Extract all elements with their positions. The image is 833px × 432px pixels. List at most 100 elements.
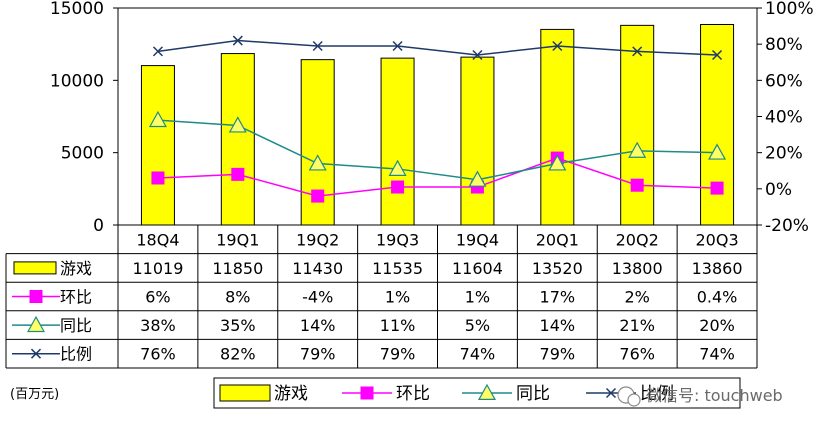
point-同比	[308, 154, 327, 171]
point-环比	[151, 171, 165, 185]
table-row-label: 同比	[60, 316, 92, 335]
bar	[620, 24, 655, 226]
point-环比	[630, 178, 644, 192]
data-label: 11850	[212, 259, 263, 278]
point-比例	[392, 40, 403, 52]
data-label: 20%	[699, 316, 735, 335]
category-label: 20Q3	[695, 230, 738, 249]
data-label: 13520	[532, 259, 583, 278]
left-axis-tick-label: 10000	[50, 71, 104, 91]
point-环比	[710, 181, 724, 195]
watermark-text: 微信号: touchweb	[646, 386, 783, 405]
point-同比	[708, 143, 727, 160]
bar	[220, 53, 255, 226]
bar	[380, 57, 415, 226]
data-label: 38%	[140, 316, 176, 335]
data-label: 76%	[619, 345, 655, 364]
legend-marker-比例	[605, 387, 617, 399]
point-比例	[552, 40, 563, 52]
right-axis-tick-label: 80%	[765, 35, 803, 55]
table-row-label: 比例	[60, 345, 92, 364]
category-label: 19Q3	[376, 230, 419, 249]
category-label: 20Q2	[616, 230, 659, 249]
point-同比	[388, 159, 407, 176]
right-axis-tick-label: 20%	[765, 144, 803, 164]
right-axis-tick-label: -20%	[765, 216, 809, 236]
data-label: 6%	[145, 288, 170, 307]
point-比例	[152, 46, 163, 57]
left-axis-tick-label: 15000	[50, 0, 104, 19]
data-label: 8%	[225, 288, 250, 307]
point-同比	[148, 110, 167, 128]
data-label: 1%	[465, 288, 490, 307]
data-label: 82%	[220, 345, 256, 364]
data-label: 1%	[385, 288, 410, 307]
point-环比	[391, 180, 405, 194]
bar	[140, 65, 175, 226]
data-label: 11535	[372, 259, 423, 278]
data-label: 17%	[540, 288, 576, 307]
point-同比	[628, 141, 647, 158]
data-label: 11430	[292, 259, 343, 278]
legend-marker-环比	[360, 386, 374, 400]
data-label: 79%	[300, 345, 336, 364]
legend-label: 同比	[516, 384, 550, 404]
category-label: 19Q1	[216, 230, 259, 249]
point-比例	[232, 35, 243, 46]
legend-marker-同比	[477, 383, 497, 400]
table-key-marker-比例	[30, 348, 42, 359]
data-label: 21%	[619, 316, 655, 335]
point-同比	[548, 154, 567, 171]
point-同比	[228, 116, 247, 133]
category-label: 18Q4	[136, 230, 179, 249]
category-label: 20Q1	[536, 230, 579, 249]
data-label: -4%	[302, 288, 333, 307]
point-同比	[468, 170, 487, 187]
data-label: 79%	[380, 345, 416, 364]
data-label: 13860	[692, 259, 743, 278]
left-axis-tick-label: 0	[93, 216, 104, 236]
data-label: 11604	[452, 259, 503, 278]
data-label: 11%	[380, 316, 416, 335]
legend-label: 游戏	[274, 384, 308, 404]
series-line-同比	[157, 119, 718, 181]
data-label: 11019	[132, 259, 183, 278]
table-key-游戏	[13, 261, 57, 275]
legend-swatch-游戏	[219, 384, 271, 402]
data-label: 35%	[220, 316, 256, 335]
data-label: 2%	[624, 288, 649, 307]
data-label: 14%	[540, 316, 576, 335]
legend-label: 比例	[640, 384, 674, 404]
unit-label: (百万元)	[10, 387, 59, 402]
data-label: 0.4%	[697, 288, 738, 307]
bar	[460, 56, 495, 226]
data-label: 74%	[699, 345, 735, 364]
watermark: 微信号: touchweb	[617, 386, 783, 407]
table-row-label: 游戏	[60, 259, 92, 278]
point-比例	[712, 49, 723, 61]
series-line-环比	[157, 157, 718, 197]
category-label: 19Q2	[296, 230, 339, 249]
table-row-label: 环比	[60, 288, 92, 307]
point-比例	[472, 49, 483, 61]
table-key-marker-同比	[26, 315, 46, 333]
data-label: 79%	[540, 345, 576, 364]
legend-label: 环比	[396, 384, 430, 404]
data-label: 14%	[300, 316, 336, 335]
series-line-比例	[157, 39, 718, 56]
point-环比	[231, 167, 245, 181]
table-key-marker-环比	[29, 290, 43, 303]
point-比例	[312, 40, 323, 52]
plot-area	[117, 7, 758, 226]
data-label: 13800	[612, 259, 663, 278]
right-axis-tick-label: 0%	[765, 180, 792, 200]
bar	[540, 28, 575, 226]
right-axis-tick-label: 40%	[765, 108, 803, 128]
left-axis-tick-label: 5000	[61, 144, 104, 164]
data-label: 76%	[140, 345, 176, 364]
category-label: 19Q4	[456, 230, 499, 249]
data-label: 5%	[465, 316, 490, 335]
data-label: 74%	[460, 345, 496, 364]
right-axis-tick-label: 100%	[765, 0, 814, 19]
point-比例	[632, 46, 643, 57]
